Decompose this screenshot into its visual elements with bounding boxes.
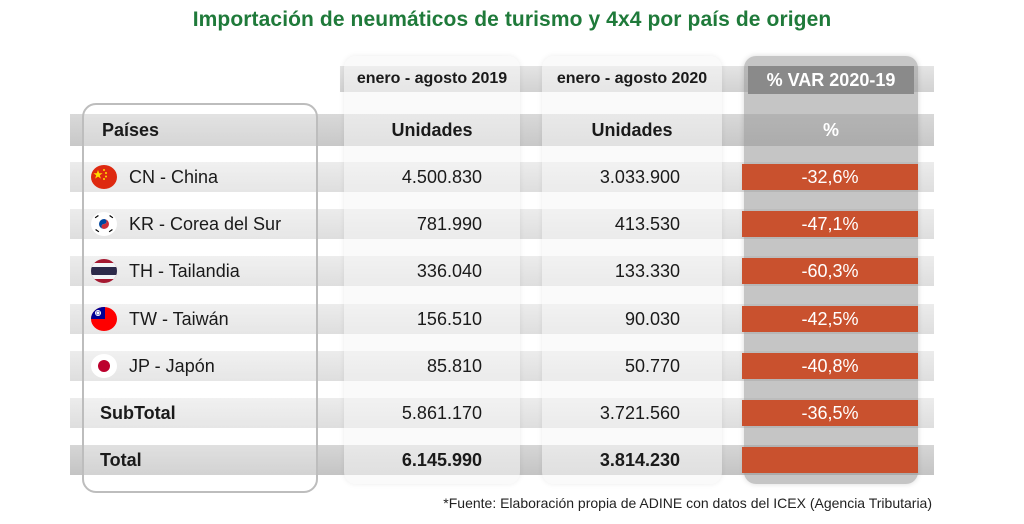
subtotal-2020: 3.721.560 <box>599 403 680 423</box>
value-2019: 4.500.830 <box>401 167 482 187</box>
total-label: Total <box>100 450 142 470</box>
value-2019: 781.990 <box>416 214 482 234</box>
table-row: CN - China 4.500.830 3.033.900 -32,6% <box>0 162 1024 192</box>
source-note: *Fuente: Elaboración propia de ADINE con… <box>443 495 932 511</box>
table-row: TW - Taiwán 156.510 90.030 -42,5% <box>0 304 1024 334</box>
value-2019: 336.040 <box>416 261 482 281</box>
chart-title: Importación de neumáticos de turismo y 4… <box>192 8 832 31</box>
subtotal-variation-cell: -36,5% <box>742 400 918 426</box>
period-2019-header: enero - agosto 2019 <box>356 70 508 87</box>
subtotal-label: SubTotal <box>100 403 176 423</box>
percent-header: % <box>822 120 839 140</box>
variation-cell: -32,6% <box>742 164 918 190</box>
countries-box <box>82 103 318 493</box>
subtotal-row: SubTotal 5.861.170 3.721.560 -36,5% <box>0 398 1024 428</box>
value-2020: 133.330 <box>614 261 680 281</box>
table-row: JP - Japón 85.810 50.770 -40,8% <box>0 351 1024 381</box>
variation-cell: -60,3% <box>742 258 918 284</box>
country-name: KR - Corea del Sur <box>129 214 282 234</box>
value-2019: 85.810 <box>426 356 482 376</box>
subtotal-2019: 5.861.170 <box>401 403 482 423</box>
variation-cell: -47,1% <box>742 211 918 237</box>
taiwan-flag-icon <box>91 307 117 331</box>
value-2020: 50.770 <box>624 356 680 376</box>
south-korea-flag-icon <box>91 212 117 236</box>
total-2020: 3.814.230 <box>599 450 680 470</box>
period-2020-header: enero - agosto 2020 <box>556 70 708 87</box>
value-2020: 413.530 <box>614 214 680 234</box>
total-row: Total 6.145.990 3.814.230 <box>0 445 1024 475</box>
table-row: TH - Tailandia 336.040 133.330 -60,3% <box>0 256 1024 286</box>
china-flag-icon <box>91 165 117 189</box>
thailand-flag-icon <box>91 259 117 283</box>
country-name: TW - Taiwán <box>129 309 229 329</box>
variation-cell: -42,5% <box>742 306 918 332</box>
variation-cell: -40,8% <box>742 353 918 379</box>
total-2019: 6.145.990 <box>401 450 482 470</box>
value-2020: 3.033.900 <box>599 167 680 187</box>
column-panel-2019 <box>344 56 520 484</box>
units-2019-header: Unidades <box>391 120 473 140</box>
value-2020: 90.030 <box>624 309 680 329</box>
units-2020-header: Unidades <box>591 120 673 140</box>
countries-header: Países <box>102 120 160 140</box>
variation-header: % VAR 2020-19 <box>748 66 914 94</box>
column-panel-2020 <box>542 56 722 484</box>
country-name: JP - Japón <box>129 356 215 376</box>
total-variation-cell <box>742 447 918 473</box>
value-2019: 156.510 <box>416 309 482 329</box>
country-name: TH - Tailandia <box>129 261 240 281</box>
table-row: KR - Corea del Sur 781.990 413.530 -47,1… <box>0 209 1024 239</box>
japan-flag-icon <box>91 354 117 378</box>
country-name: CN - China <box>129 167 219 187</box>
